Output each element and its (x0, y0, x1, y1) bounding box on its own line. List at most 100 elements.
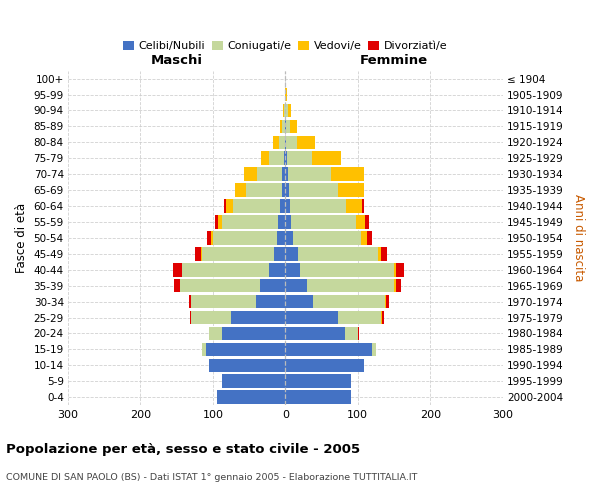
Bar (346, 200, 362, 213)
Bar (367, 231, 371, 244)
Bar (273, 136, 279, 149)
Bar (209, 326, 221, 340)
Bar (286, 168, 287, 181)
Bar (286, 184, 289, 197)
Bar (287, 104, 291, 117)
Bar (290, 200, 346, 213)
Bar (313, 295, 385, 308)
Bar (200, 247, 202, 260)
Bar (286, 247, 298, 260)
Bar (283, 168, 286, 181)
Bar (286, 215, 291, 228)
Bar (283, 104, 284, 117)
Bar (382, 311, 384, 324)
Bar (279, 136, 284, 149)
Bar (189, 295, 191, 308)
Bar (221, 374, 286, 388)
Bar (179, 279, 180, 292)
Bar (362, 200, 364, 213)
Bar (278, 215, 286, 228)
Bar (289, 184, 338, 197)
Bar (182, 263, 269, 276)
Bar (284, 104, 286, 117)
Bar (215, 215, 218, 228)
Bar (286, 295, 313, 308)
Bar (191, 311, 231, 324)
Y-axis label: Fasce di età: Fasce di età (15, 203, 28, 273)
Bar (338, 311, 381, 324)
Bar (345, 326, 358, 340)
Bar (338, 184, 364, 197)
Bar (286, 342, 373, 356)
Bar (190, 311, 191, 324)
Bar (356, 215, 365, 228)
Bar (277, 231, 286, 244)
Bar (286, 326, 345, 340)
Bar (274, 247, 286, 260)
Bar (300, 263, 394, 276)
Bar (209, 358, 286, 372)
Bar (378, 247, 381, 260)
Bar (284, 152, 286, 165)
Bar (217, 390, 286, 404)
Bar (286, 263, 300, 276)
Bar (224, 200, 226, 213)
Bar (282, 184, 286, 197)
Bar (291, 215, 356, 228)
Bar (365, 215, 368, 228)
Bar (286, 358, 364, 372)
Bar (257, 168, 283, 181)
Bar (386, 295, 389, 308)
Bar (191, 295, 256, 308)
Bar (381, 247, 387, 260)
Bar (395, 263, 404, 276)
Bar (312, 152, 341, 165)
Bar (286, 120, 290, 133)
Y-axis label: Anni di nascita: Anni di nascita (572, 194, 585, 282)
Bar (290, 120, 297, 133)
Bar (381, 311, 382, 324)
Bar (221, 326, 286, 340)
Bar (280, 120, 282, 133)
Bar (211, 231, 213, 244)
Text: Maschi: Maschi (151, 54, 203, 68)
Bar (284, 120, 286, 133)
Bar (218, 215, 221, 228)
Bar (226, 200, 233, 213)
Bar (287, 168, 331, 181)
Bar (361, 231, 367, 244)
Bar (385, 295, 386, 308)
Bar (286, 231, 293, 244)
Bar (202, 247, 274, 260)
Bar (358, 326, 359, 340)
Bar (286, 279, 307, 292)
Bar (245, 184, 282, 197)
Bar (180, 279, 260, 292)
Bar (286, 200, 290, 213)
Bar (307, 279, 394, 292)
Bar (244, 168, 257, 181)
Bar (395, 279, 401, 292)
Bar (286, 104, 287, 117)
Bar (293, 231, 361, 244)
Bar (282, 120, 284, 133)
Bar (213, 231, 277, 244)
Bar (297, 136, 315, 149)
Bar (231, 311, 286, 324)
Bar (260, 279, 286, 292)
Bar (256, 295, 286, 308)
Bar (221, 215, 278, 228)
Bar (286, 390, 350, 404)
Bar (195, 247, 200, 260)
Bar (286, 311, 338, 324)
Bar (286, 88, 287, 102)
Bar (269, 263, 286, 276)
Text: Popolazione per età, sesso e stato civile - 2005: Popolazione per età, sesso e stato civil… (6, 442, 360, 456)
Bar (394, 263, 395, 276)
Bar (286, 374, 350, 388)
Bar (235, 184, 245, 197)
Bar (206, 342, 286, 356)
Bar (280, 200, 286, 213)
Legend: Celibi/Nubili, Coniugati/e, Vedovi/e, Divorziatì/e: Celibi/Nubili, Coniugati/e, Vedovi/e, Di… (119, 36, 452, 56)
Text: Femmine: Femmine (360, 54, 428, 68)
